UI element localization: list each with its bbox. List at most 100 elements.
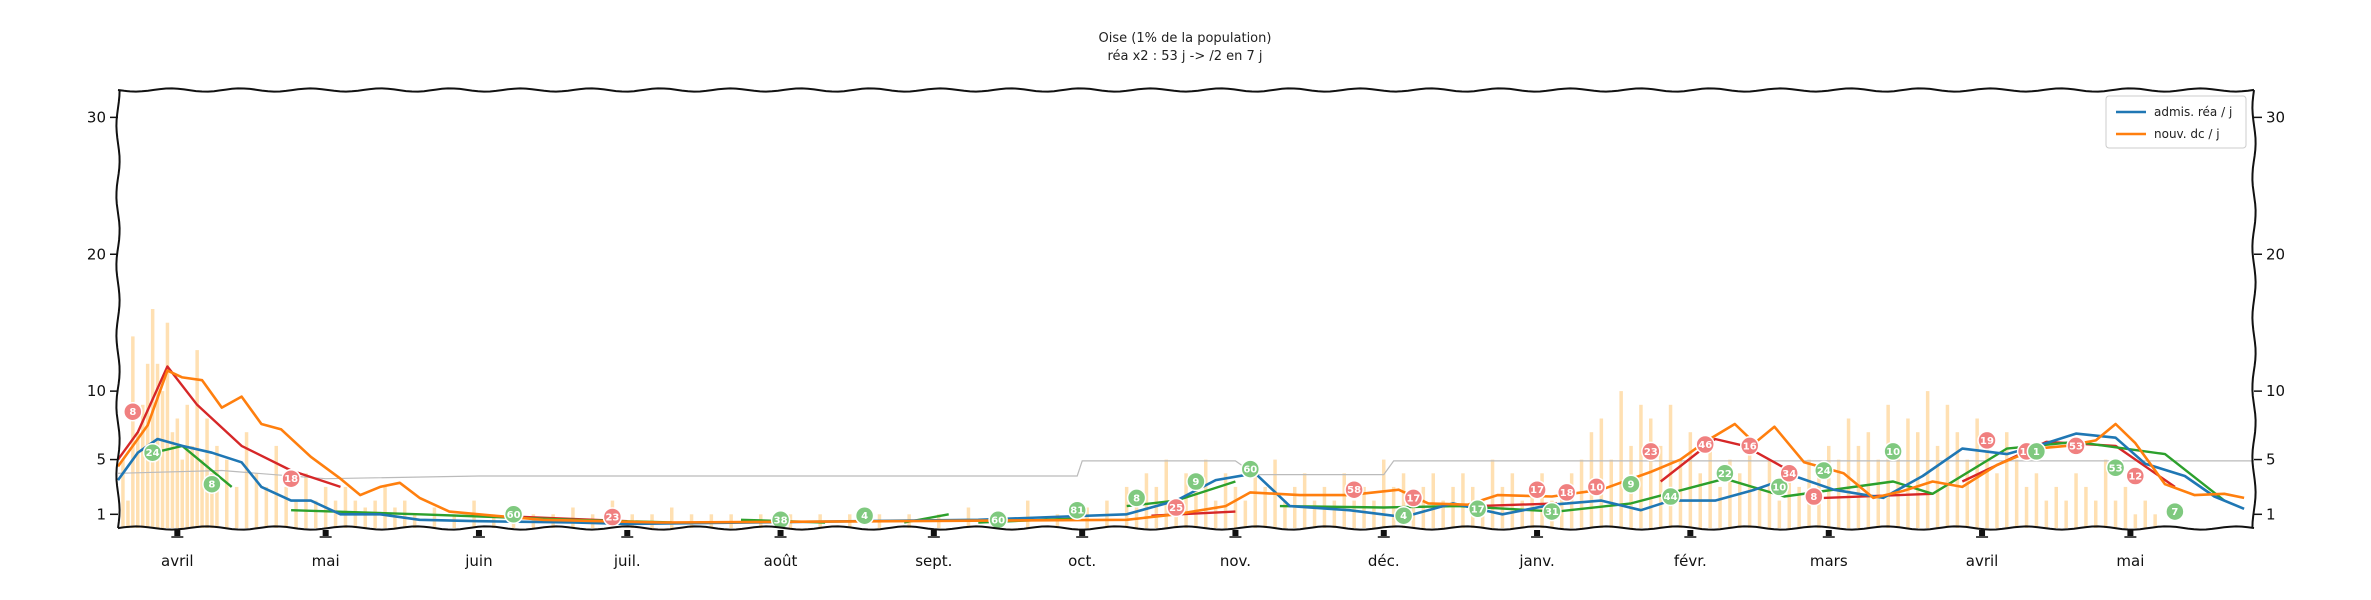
daily-bar xyxy=(1540,473,1544,529)
daily-bar xyxy=(1945,404,1950,528)
badge-circle xyxy=(2026,441,2047,462)
badge-label: 7 xyxy=(2171,507,2178,518)
badge-label: 8 xyxy=(1133,493,1140,504)
daily-bar xyxy=(2094,500,2098,528)
badge-circle xyxy=(2125,466,2146,486)
daily-bar xyxy=(2133,514,2138,528)
badge-label: 23 xyxy=(1644,447,1658,458)
daily-bar xyxy=(2034,473,2039,529)
x-tick-mark xyxy=(1534,530,1541,536)
daily-bar xyxy=(150,309,155,528)
x-tick-label: nov. xyxy=(1220,552,1251,570)
x-tick-mark xyxy=(1825,530,1832,536)
daily-bar xyxy=(2074,473,2078,529)
chart-title: Oise (1% de la population) xyxy=(1099,31,1272,46)
daily-bar xyxy=(1708,445,1712,528)
badge-label: 10 xyxy=(1589,482,1603,493)
x-tick-label: juin xyxy=(464,552,492,570)
daily-bar xyxy=(121,459,125,528)
badge-circle xyxy=(503,504,524,525)
x-tick-mark xyxy=(1687,530,1694,536)
x-tick-label: févr. xyxy=(1674,552,1707,570)
x-tick-mark xyxy=(930,530,937,536)
daily-bar xyxy=(175,418,180,528)
daily-bar xyxy=(1461,473,1465,529)
daily-bar xyxy=(1886,404,1890,528)
badge-circle xyxy=(1977,430,1997,451)
badge-label: 4 xyxy=(861,511,868,522)
daily-bar xyxy=(1431,473,1435,529)
x-tick-label: avril xyxy=(161,552,194,570)
daily-bar xyxy=(195,350,199,528)
badge-label: 81 xyxy=(1070,506,1084,517)
badge-circle xyxy=(281,468,301,489)
badge-label: 38 xyxy=(774,515,788,526)
badge-circle xyxy=(1586,477,1607,497)
envelope-polyline xyxy=(117,460,2254,480)
daily-bar xyxy=(126,500,130,528)
daily-bar xyxy=(412,514,417,528)
x-tick-mark xyxy=(322,530,329,536)
daily-bar xyxy=(1609,459,1613,528)
daily-bar xyxy=(1204,459,1208,528)
badge-circle xyxy=(1393,505,1414,526)
daily-bar xyxy=(1935,445,1940,528)
y-tick-label: 30 xyxy=(2266,108,2285,126)
badge-label: 24 xyxy=(146,448,160,459)
badge-circle xyxy=(854,505,875,526)
daily-bar xyxy=(1757,486,1762,528)
daily-bar xyxy=(1787,473,1791,529)
daily-bar xyxy=(1738,473,1742,529)
daily-bar xyxy=(1688,432,1693,528)
legend-label-reanimation: admis. réa / j xyxy=(2154,105,2232,119)
y-tick-label: 30 xyxy=(87,108,106,126)
badge-circle xyxy=(1641,441,1661,462)
daily-bar xyxy=(670,507,674,528)
series-line-reanimation xyxy=(116,432,2245,526)
x-tick-label: mai xyxy=(2116,552,2144,570)
daily-bar xyxy=(1451,486,1455,528)
daily-bar xyxy=(432,507,437,528)
badge-label: 10 xyxy=(1886,447,1900,458)
daily-bar xyxy=(1263,486,1267,528)
daily-bar xyxy=(180,459,184,528)
x-tick-mark xyxy=(777,530,784,536)
badge-circle xyxy=(1126,488,1147,508)
daily-bar xyxy=(254,473,259,529)
daily-bar xyxy=(1164,459,1168,528)
x-tick-label: janv. xyxy=(1518,552,1554,570)
daily-bar xyxy=(343,486,348,528)
daily-bar xyxy=(1965,459,1969,528)
x-tick-label: déc. xyxy=(1368,552,1400,570)
daily-bar xyxy=(1352,500,1356,528)
daily-bar xyxy=(2044,500,2049,528)
badge-label: 8 xyxy=(1810,492,1817,503)
daily-bar xyxy=(1342,473,1346,529)
daily-bar xyxy=(1154,486,1159,528)
daily-bar xyxy=(2014,459,2019,528)
x-tick-mark xyxy=(475,530,482,536)
badge-label: 34 xyxy=(1782,469,1796,480)
daily-bar xyxy=(1490,459,1495,528)
daily-bar xyxy=(1797,486,1801,528)
badge-label: 58 xyxy=(1347,485,1361,496)
y-axis-ticks: 1 1 5 5 10 10 20 20 30 30 xyxy=(87,108,2285,523)
daily-bar xyxy=(314,500,318,528)
y-tick-label: 20 xyxy=(2266,245,2285,263)
badge-circle xyxy=(1542,501,1562,522)
envelope-line xyxy=(117,460,2254,480)
daily-bar xyxy=(2123,486,2128,528)
x-tick-label: oct. xyxy=(1068,552,1096,570)
daily-bar xyxy=(1906,418,1910,528)
daily-bar xyxy=(1223,473,1228,529)
daily-bar xyxy=(200,459,204,528)
badge-label: 24 xyxy=(1817,466,1831,477)
badge-label: 8 xyxy=(208,480,215,491)
x-tick-mark xyxy=(1232,530,1239,536)
fit-line xyxy=(1659,437,1795,483)
daily-bar xyxy=(1312,500,1317,528)
badge-circle xyxy=(770,510,791,530)
daily-bar xyxy=(1718,486,1722,528)
daily-bar xyxy=(1510,473,1515,529)
